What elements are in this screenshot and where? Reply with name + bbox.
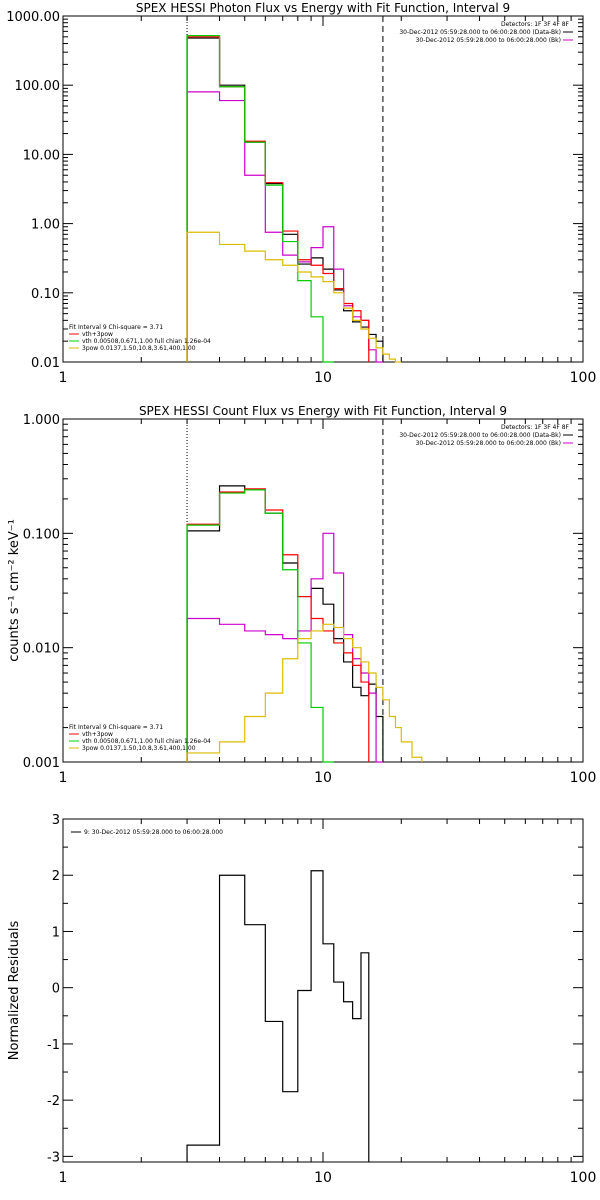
x-tick-label: 10 xyxy=(314,770,332,786)
panel-2: SPEX HESSI Count Flux vs Energy with Fit… xyxy=(7,404,596,786)
y-tick-label: 1 xyxy=(52,925,60,940)
legend-entry: 30-Dec-2012 05:59:28.000 to 06:00:28.000… xyxy=(399,432,561,439)
legend-entry: 30-Dec-2012 05:59:28.000 to 06:00:28.000… xyxy=(399,29,561,36)
x-tick-label: 10 xyxy=(314,1170,332,1186)
y-tick-label: 3 xyxy=(52,813,60,828)
legend-entry: 9: 30-Dec-2012 05:59:28.000 to 06:00:28.… xyxy=(84,829,223,836)
chart-title: SPEX HESSI Count Flux vs Energy with Fit… xyxy=(139,404,507,418)
legend-detectors: Detectors: 1F 3F 4F 8F xyxy=(501,424,570,431)
y-tick-label: -1 xyxy=(47,1038,60,1053)
series-step-1 xyxy=(186,870,370,1162)
series-step-2 xyxy=(186,532,383,763)
fit-info: Fit Interval 9 Chi-square = 3.71 xyxy=(69,724,163,731)
x-tick-label: 100 xyxy=(570,1170,597,1186)
x-tick-label: 100 xyxy=(570,370,597,386)
y-tick-label: 2 xyxy=(52,869,60,884)
y-tick-label: 0.001 xyxy=(23,756,60,771)
y-axis-label: Normalized Residuals xyxy=(7,921,22,1061)
y-tick-label: 1.00 xyxy=(31,218,60,233)
series-step-5 xyxy=(186,231,402,363)
y-axis-label: counts s⁻¹ cm⁻² keV⁻¹ xyxy=(7,519,22,662)
series-step-4 xyxy=(186,489,334,763)
legend-entry: 30-Dec-2012 05:59:28.000 to 06:00:28.000… xyxy=(416,37,561,44)
x-tick-label: 1 xyxy=(59,1170,68,1186)
panel-1: SPEX HESSI Photon Flux vs Energy with Fi… xyxy=(6,1,596,386)
legend-detectors: Detectors: 1F 3F 4F 8F xyxy=(501,21,570,28)
y-tick-label: 0.100 xyxy=(23,527,60,542)
y-tick-label: 0.01 xyxy=(31,356,60,371)
legend-entry: vth 0.00508,0.671,1.00 full chian 1.26e-… xyxy=(82,738,211,745)
legend-entry: 3pow 0.0137,1.50,10.8,3.61,400,1.00 xyxy=(82,345,196,352)
chart-title: SPEX HESSI Photon Flux vs Energy with Fi… xyxy=(136,1,510,15)
legend-entry: vth+3pow xyxy=(82,731,113,738)
legend-entry: 30-Dec-2012 05:59:28.000 to 06:00:28.000… xyxy=(416,440,561,447)
x-tick-label: 1 xyxy=(59,770,68,786)
y-tick-label: 10.00 xyxy=(23,148,60,163)
x-tick-label: 100 xyxy=(570,770,597,786)
x-tick-label: 1 xyxy=(59,370,68,386)
fit-info: Fit Interval 9 Chi-square = 3.71 xyxy=(69,324,163,331)
series-step-5 xyxy=(186,623,423,762)
y-tick-label: 0.10 xyxy=(31,287,60,302)
legend-entry: vth 0.00508,0.671,1.00 full chian 1.26e-… xyxy=(82,338,211,345)
legend-entry: vth+3pow xyxy=(82,331,113,338)
series-step-4 xyxy=(186,35,334,363)
y-tick-label: 1000.00 xyxy=(6,10,60,25)
x-tick-label: 10 xyxy=(314,370,332,386)
y-tick-label: 0 xyxy=(52,982,60,997)
y-tick-label: -2 xyxy=(47,1094,60,1109)
y-tick-label: -3 xyxy=(47,1150,60,1165)
y-tick-label: 100.00 xyxy=(15,79,61,94)
y-tick-label: 0.010 xyxy=(23,642,60,657)
panel-3: Normalized Residuals 1 10 100 -3 -2 -1 0 1 2 3 9: 3… xyxy=(7,813,596,1186)
legend-entry: 3pow 0.0137,1.50,10.8,3.61,400,1.00 xyxy=(82,745,196,752)
y-tick-label: 1.000 xyxy=(23,413,60,428)
